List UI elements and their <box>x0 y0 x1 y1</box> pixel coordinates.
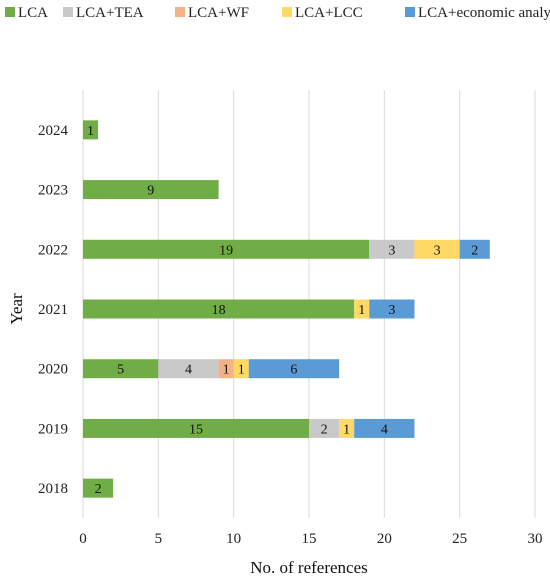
legend-label: LCA+WF <box>188 5 249 21</box>
bar-segment <box>83 359 159 379</box>
y-tick-label: 2023 <box>38 183 68 199</box>
bar-segment <box>158 359 219 379</box>
data-label: 1 <box>223 363 230 378</box>
legend-label: LCA <box>18 5 48 21</box>
data-label: 3 <box>388 303 395 318</box>
y-tick-label: 2022 <box>38 242 68 258</box>
bar-segment <box>83 239 370 259</box>
bar-segment <box>83 120 99 140</box>
data-label: 6 <box>290 363 297 378</box>
data-label: 1 <box>87 124 94 139</box>
data-label: 1 <box>343 422 350 437</box>
bar-segment <box>414 239 460 259</box>
y-axis-title: Year <box>7 293 26 325</box>
x-tick-label: 0 <box>79 531 87 547</box>
data-label: 5 <box>117 363 124 378</box>
bar-segment <box>339 418 355 438</box>
data-label: 1 <box>358 303 365 318</box>
y-tick-label: 2021 <box>38 302 68 318</box>
legend-label: LCA+TEA <box>76 5 144 21</box>
x-tick-label: 10 <box>226 531 241 547</box>
data-label: 3 <box>388 243 395 258</box>
bars <box>83 120 490 498</box>
bar-segment <box>83 478 114 498</box>
data-label: 1 <box>238 363 245 378</box>
data-label: 19 <box>219 243 233 258</box>
bar-segment <box>354 418 415 438</box>
bar-segment <box>218 359 234 379</box>
data-label: 4 <box>185 363 192 378</box>
data-label: 15 <box>189 422 203 437</box>
x-tick-label: 15 <box>302 531 317 547</box>
legend-label: LCA+economic analysis <box>418 5 550 21</box>
bar-segment <box>369 239 415 259</box>
data-label: 2 <box>95 482 102 497</box>
bar-segment <box>309 418 340 438</box>
x-tick-label: 20 <box>377 531 392 547</box>
data-label: 3 <box>434 243 441 258</box>
x-axis-title: No. of references <box>250 558 368 577</box>
x-axis-tick-labels: 0 5 10 15 20 25 30 <box>79 531 542 547</box>
y-tick-label: 2018 <box>38 481 68 497</box>
legend-swatch <box>282 7 292 17</box>
x-tick-label: 5 <box>155 531 163 547</box>
data-labels: 215 2 1 45 4 1 1 618 1 319 3 3 291 <box>87 124 478 497</box>
data-label: 9 <box>147 184 154 199</box>
legend-swatch <box>63 7 73 17</box>
bar-segment <box>354 299 370 319</box>
y-tick-label: 2019 <box>38 421 68 437</box>
y-axis-tick-labels: 2018 2019 2020 2021 2022 2023 2024 <box>38 123 69 497</box>
data-label: 2 <box>321 422 328 437</box>
bar-segment <box>369 299 415 319</box>
y-tick-label: 2024 <box>38 123 69 139</box>
bar-segment <box>248 359 340 379</box>
y-tick-label: 2020 <box>38 362 68 378</box>
data-label: 4 <box>381 422 388 437</box>
legend-swatch <box>175 7 185 17</box>
bar-segment <box>83 180 219 200</box>
x-tick-label: 25 <box>452 531 467 547</box>
data-label: 18 <box>212 303 226 318</box>
bar-segment <box>83 418 309 438</box>
legend: LCA LCA+TEA LCA+WF LCA+LCC LCA+economic anal… <box>5 5 550 21</box>
data-label: 2 <box>471 243 478 258</box>
legend-swatch <box>5 7 15 17</box>
x-tick-label: 30 <box>528 531 543 547</box>
legend-swatch <box>405 7 415 17</box>
bar-segment <box>83 299 355 319</box>
bar-segment <box>233 359 249 379</box>
bar-segment <box>459 239 490 259</box>
legend-label: LCA+LCC <box>295 5 363 21</box>
